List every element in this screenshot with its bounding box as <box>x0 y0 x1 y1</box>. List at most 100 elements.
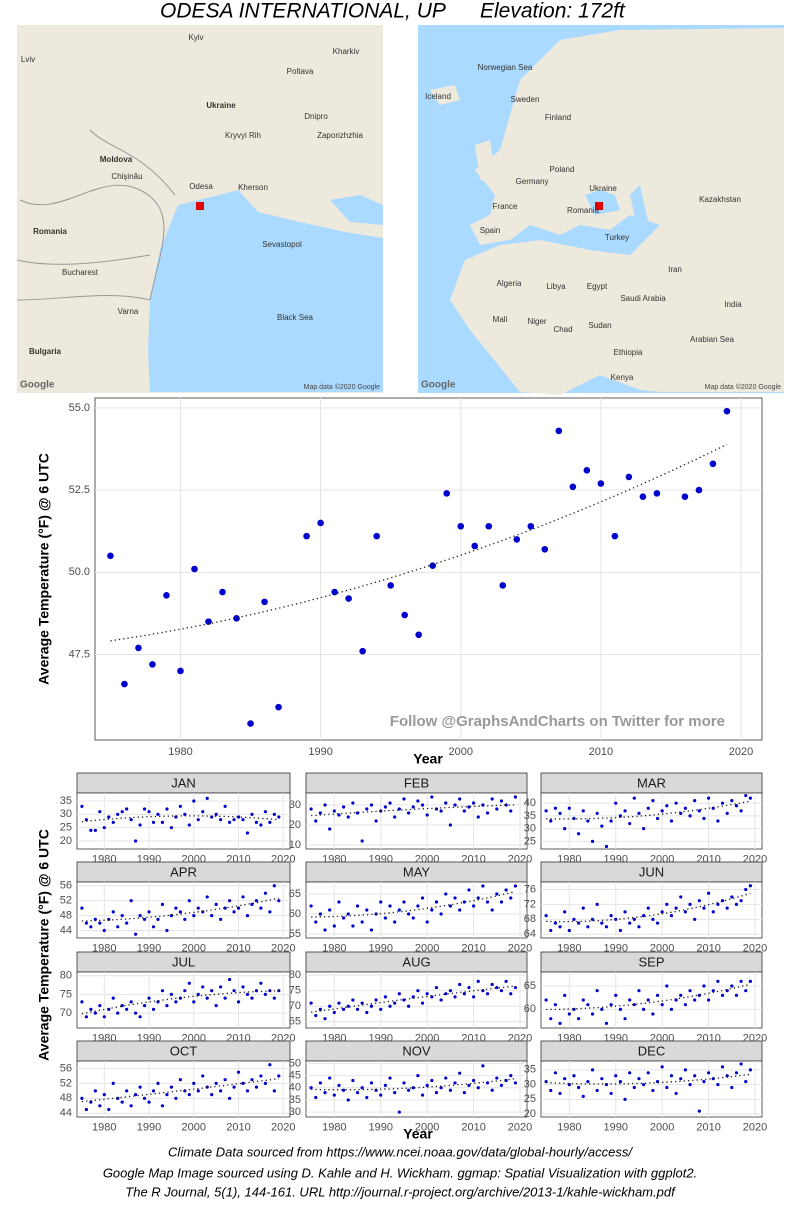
point <box>646 906 650 910</box>
x-tick-label: 1990 <box>369 1121 393 1133</box>
point <box>642 1082 646 1087</box>
point <box>138 1085 142 1089</box>
point <box>716 1082 720 1087</box>
x-tick-label: 2020 <box>508 1121 532 1133</box>
map-label: India <box>724 300 742 309</box>
point <box>263 1081 267 1085</box>
plot-panel <box>540 971 763 1029</box>
x-tick-label: 1980 <box>322 1121 346 1133</box>
point <box>597 480 605 487</box>
y-tick-label: 35 <box>60 795 72 807</box>
point <box>383 916 387 920</box>
y-tick-label: 80 <box>289 969 301 981</box>
border <box>16 254 151 265</box>
point <box>337 900 341 904</box>
britain <box>475 140 495 180</box>
x-tick-label: 2020 <box>271 942 295 954</box>
point <box>169 1085 174 1089</box>
point <box>513 985 517 990</box>
y-tick-label: 72 <box>524 898 536 910</box>
point <box>604 844 609 849</box>
point <box>444 801 448 805</box>
point <box>495 1076 499 1080</box>
point <box>277 1074 281 1078</box>
point <box>716 819 720 823</box>
point <box>314 920 318 924</box>
point <box>439 1086 443 1090</box>
point <box>642 1007 646 1011</box>
map-label: Finland <box>545 113 571 122</box>
point <box>504 888 508 892</box>
point <box>618 814 622 818</box>
point <box>448 1088 452 1092</box>
point <box>702 816 706 821</box>
point <box>569 483 577 491</box>
point <box>303 532 310 540</box>
point <box>707 796 711 800</box>
map-label: Poland <box>550 165 575 174</box>
point <box>191 565 198 573</box>
point <box>241 895 245 899</box>
title: ODESA INTERNATIONAL, UP <box>160 0 446 23</box>
point <box>577 921 581 925</box>
point <box>734 993 739 997</box>
plot-panel <box>305 792 528 850</box>
point <box>111 820 115 824</box>
point <box>93 828 97 832</box>
point <box>383 805 387 809</box>
point <box>739 809 743 813</box>
point <box>102 1093 106 1097</box>
map-label: Sevastopol <box>262 240 302 249</box>
point <box>383 995 387 999</box>
point <box>416 904 420 908</box>
x-tick-label: 1980 <box>92 1121 116 1133</box>
point <box>739 979 743 983</box>
point <box>192 1000 196 1004</box>
point <box>89 1100 93 1104</box>
point <box>328 1004 332 1008</box>
map-label: Saudi Arabia <box>620 294 666 303</box>
point <box>651 917 655 921</box>
point <box>272 812 276 816</box>
point <box>309 807 313 811</box>
point <box>595 989 599 993</box>
point <box>318 1081 322 1085</box>
point <box>373 532 380 540</box>
point <box>495 985 499 990</box>
point <box>646 806 650 810</box>
point <box>600 1077 604 1081</box>
point <box>623 1017 627 1021</box>
panel-title: APR <box>170 864 197 879</box>
caspian-sea <box>630 185 650 240</box>
point <box>669 1007 674 1011</box>
y-tick-label: 76 <box>524 883 536 895</box>
point <box>458 1071 462 1075</box>
point <box>476 896 480 900</box>
point <box>553 806 557 810</box>
point <box>544 998 548 1002</box>
point <box>553 1071 557 1075</box>
point <box>730 1085 734 1090</box>
point <box>439 912 443 916</box>
point <box>342 805 346 809</box>
point <box>129 899 133 903</box>
point <box>739 1062 743 1066</box>
point <box>84 921 88 925</box>
x-tick-label: 1980 <box>322 942 346 954</box>
y-tick-label: 65 <box>289 888 301 900</box>
point <box>683 1003 687 1007</box>
map-label: Norwegian Sea <box>478 63 533 72</box>
point <box>646 998 650 1002</box>
x-tick-label: 2010 <box>696 942 720 954</box>
x-tick-label: 1990 <box>369 942 393 954</box>
point <box>490 797 494 801</box>
point <box>125 1007 129 1011</box>
point <box>665 984 669 988</box>
map-credit: Map data ©2020 Google <box>304 383 380 391</box>
y-tick-label: 10 <box>289 839 301 851</box>
map-label: Arabian Sea <box>690 335 735 344</box>
point <box>577 1085 581 1090</box>
point <box>397 1110 401 1114</box>
point <box>527 522 535 530</box>
point <box>388 801 392 805</box>
